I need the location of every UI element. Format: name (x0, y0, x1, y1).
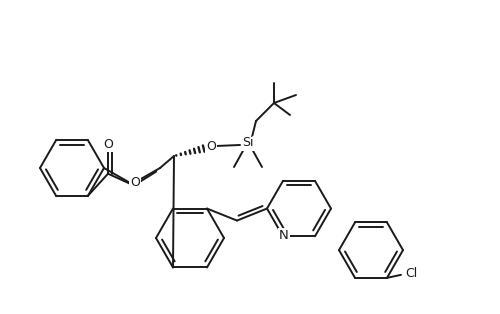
Text: Cl: Cl (405, 267, 417, 280)
Text: O: O (130, 176, 140, 189)
Text: O: O (103, 138, 113, 151)
Text: Si: Si (242, 137, 254, 149)
Text: N: N (279, 229, 289, 242)
Text: O: O (206, 140, 216, 154)
